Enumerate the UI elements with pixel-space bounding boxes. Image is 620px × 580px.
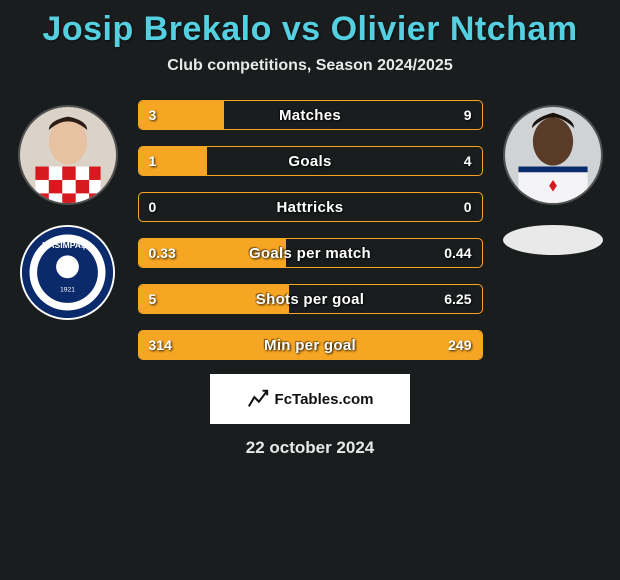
stat-bar: 314 Min per goal 249: [138, 330, 483, 360]
stat-label: Min per goal: [264, 337, 356, 354]
stat-label: Hattricks: [277, 199, 344, 216]
player-right-avatar: [503, 105, 603, 205]
stat-value-left: 0: [149, 199, 157, 215]
svg-text:1921: 1921: [60, 287, 75, 294]
stat-value-right: 0.44: [444, 245, 471, 261]
player-left-avatar: [18, 105, 118, 205]
stat-value-right: 249: [448, 337, 471, 353]
stat-value-right: 9: [464, 107, 472, 123]
left-player-column: KASIMPAŞA 1921: [13, 100, 123, 320]
stat-bar: 1 Goals 4: [138, 146, 483, 176]
player-right-club-badge: [503, 225, 603, 255]
right-player-column: [498, 100, 608, 255]
brand-footer: FcTables.com: [210, 374, 410, 424]
date-text: 22 october 2024: [0, 438, 620, 458]
stat-value-left: 1: [149, 153, 157, 169]
chart-icon: [247, 388, 269, 410]
stat-bar: 0 Hattricks 0: [138, 192, 483, 222]
avatar-player-right-icon: [505, 107, 601, 203]
stat-label: Goals: [288, 153, 331, 170]
stat-label: Matches: [279, 107, 341, 124]
stat-value-right: 6.25: [444, 291, 471, 307]
stat-value-left: 5: [149, 291, 157, 307]
svg-text:KASIMPAŞA: KASIMPAŞA: [42, 240, 93, 250]
club-badge-left-icon: KASIMPAŞA 1921: [20, 225, 115, 320]
comparison-row: KASIMPAŞA 1921 3 Matches 9 1 Goals 4 0 Hattrick…: [0, 100, 620, 360]
stat-label: Shots per goal: [256, 291, 364, 308]
stat-value-right: 4: [464, 153, 472, 169]
stat-bar: 0.33 Goals per match 0.44: [138, 238, 483, 268]
stat-bar: 5 Shots per goal 6.25: [138, 284, 483, 314]
stat-value-left: 314: [149, 337, 172, 353]
subtitle: Club competitions, Season 2024/2025: [0, 57, 620, 75]
page-title: Josip Brekalo vs Olivier Ntcham: [0, 10, 620, 49]
stat-bar: 3 Matches 9: [138, 100, 483, 130]
stats-bars: 3 Matches 9 1 Goals 4 0 Hattricks 0 0.33 Goals per…: [138, 100, 483, 360]
avatar-player-left-icon: [20, 107, 116, 203]
stat-value-left: 0.33: [149, 245, 176, 261]
stat-label: Goals per match: [249, 245, 371, 262]
stat-value-left: 3: [149, 107, 157, 123]
brand-text: FcTables.com: [275, 391, 374, 408]
player-left-club-badge: KASIMPAŞA 1921: [20, 225, 115, 320]
stat-value-right: 0: [464, 199, 472, 215]
